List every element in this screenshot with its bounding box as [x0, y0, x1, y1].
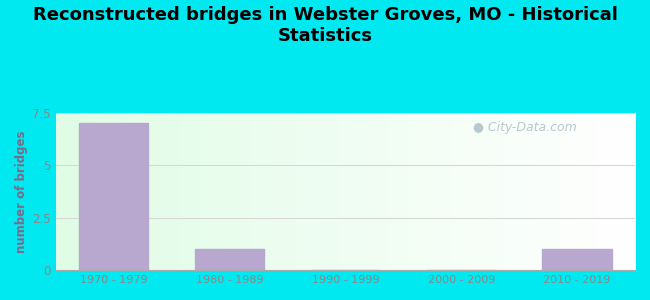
Bar: [195, 249, 264, 270]
Text: Reconstructed bridges in Webster Groves, MO - Historical
Statistics: Reconstructed bridges in Webster Groves,…: [32, 6, 617, 45]
Bar: [79, 123, 148, 270]
Text: ● City-Data.com: ● City-Data.com: [473, 121, 577, 134]
Y-axis label: number of bridges: number of bridges: [15, 130, 28, 253]
Bar: [542, 249, 612, 270]
